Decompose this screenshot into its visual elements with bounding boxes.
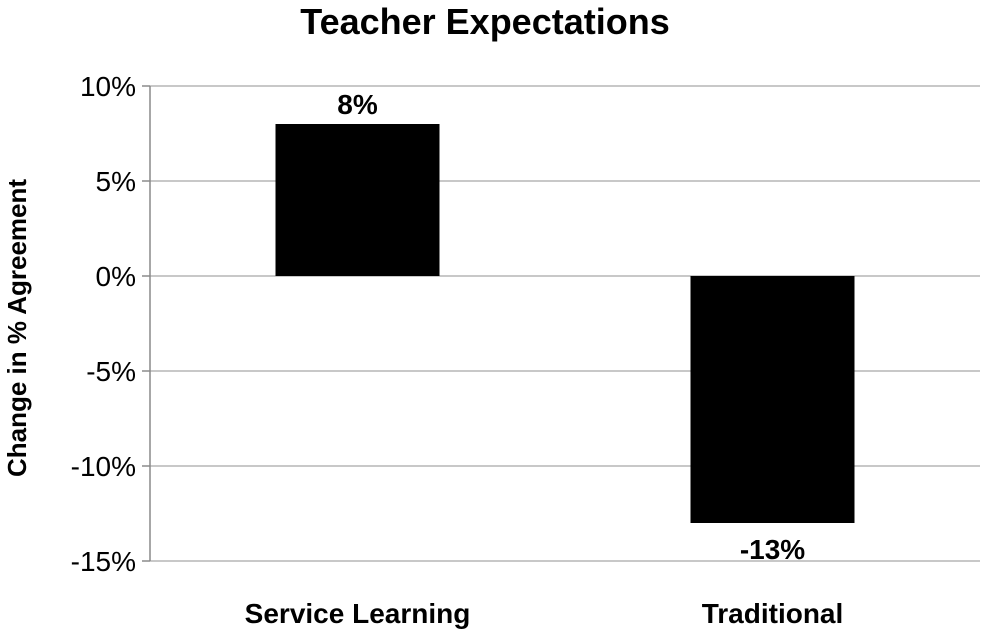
category-label-0: Service Learning (245, 598, 471, 629)
y-tick-label-0: 10% (80, 71, 136, 102)
bar-traditional (690, 276, 855, 523)
y-tick-label-3: -5% (86, 356, 136, 387)
bars (275, 124, 855, 523)
data-labels: 8% -13% (337, 89, 805, 565)
y-tick-label-4: -10% (71, 451, 136, 482)
category-label-1: Traditional (702, 598, 844, 629)
y-tick-label-1: 5% (96, 166, 136, 197)
bar-service-learning (275, 124, 440, 276)
data-label-0: 8% (337, 89, 378, 120)
y-axis-ticks: 10% 5% 0% -5% -10% -15% (71, 71, 151, 577)
chart-title: Teacher Expectations (300, 1, 669, 42)
grid-lines (150, 85, 980, 562)
y-tick-label-2: 0% (96, 261, 136, 292)
category-labels: Service Learning Traditional (245, 598, 844, 629)
y-axis-title: Change in % Agreement (2, 179, 32, 477)
y-tick-label-5: -15% (71, 546, 136, 577)
data-label-1: -13% (740, 534, 805, 565)
